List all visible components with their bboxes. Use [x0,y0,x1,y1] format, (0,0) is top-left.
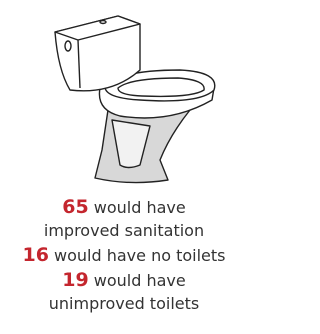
toilet-illustration [0,0,248,190]
stat-text: unimproved toilets [49,294,199,313]
stat-line: 65 would have [0,196,248,219]
page: 65 would have improved sanitation 16 would… [0,0,248,334]
stat-line: 16 would have no toilets [0,244,248,267]
stat-item: 16 would have no toilets [0,244,248,267]
stat-line: 19 would have [0,269,248,292]
stat-line: improved sanitation [0,219,248,242]
stat-number: 16 [22,244,48,266]
stat-number: 65 [62,196,88,218]
stat-item: 19 would have unimproved toilets [0,269,248,315]
stats: 65 would have improved sanitation 16 would… [0,196,248,317]
stat-item: 65 would have improved sanitation [0,196,248,242]
stat-text: would have no toilets [54,246,225,265]
stat-number: 19 [62,269,88,291]
stat-text: would have [94,271,186,290]
stat-line: unimproved toilets [0,292,248,315]
stat-text: would have [94,198,186,217]
stat-text: improved sanitation [44,221,204,240]
